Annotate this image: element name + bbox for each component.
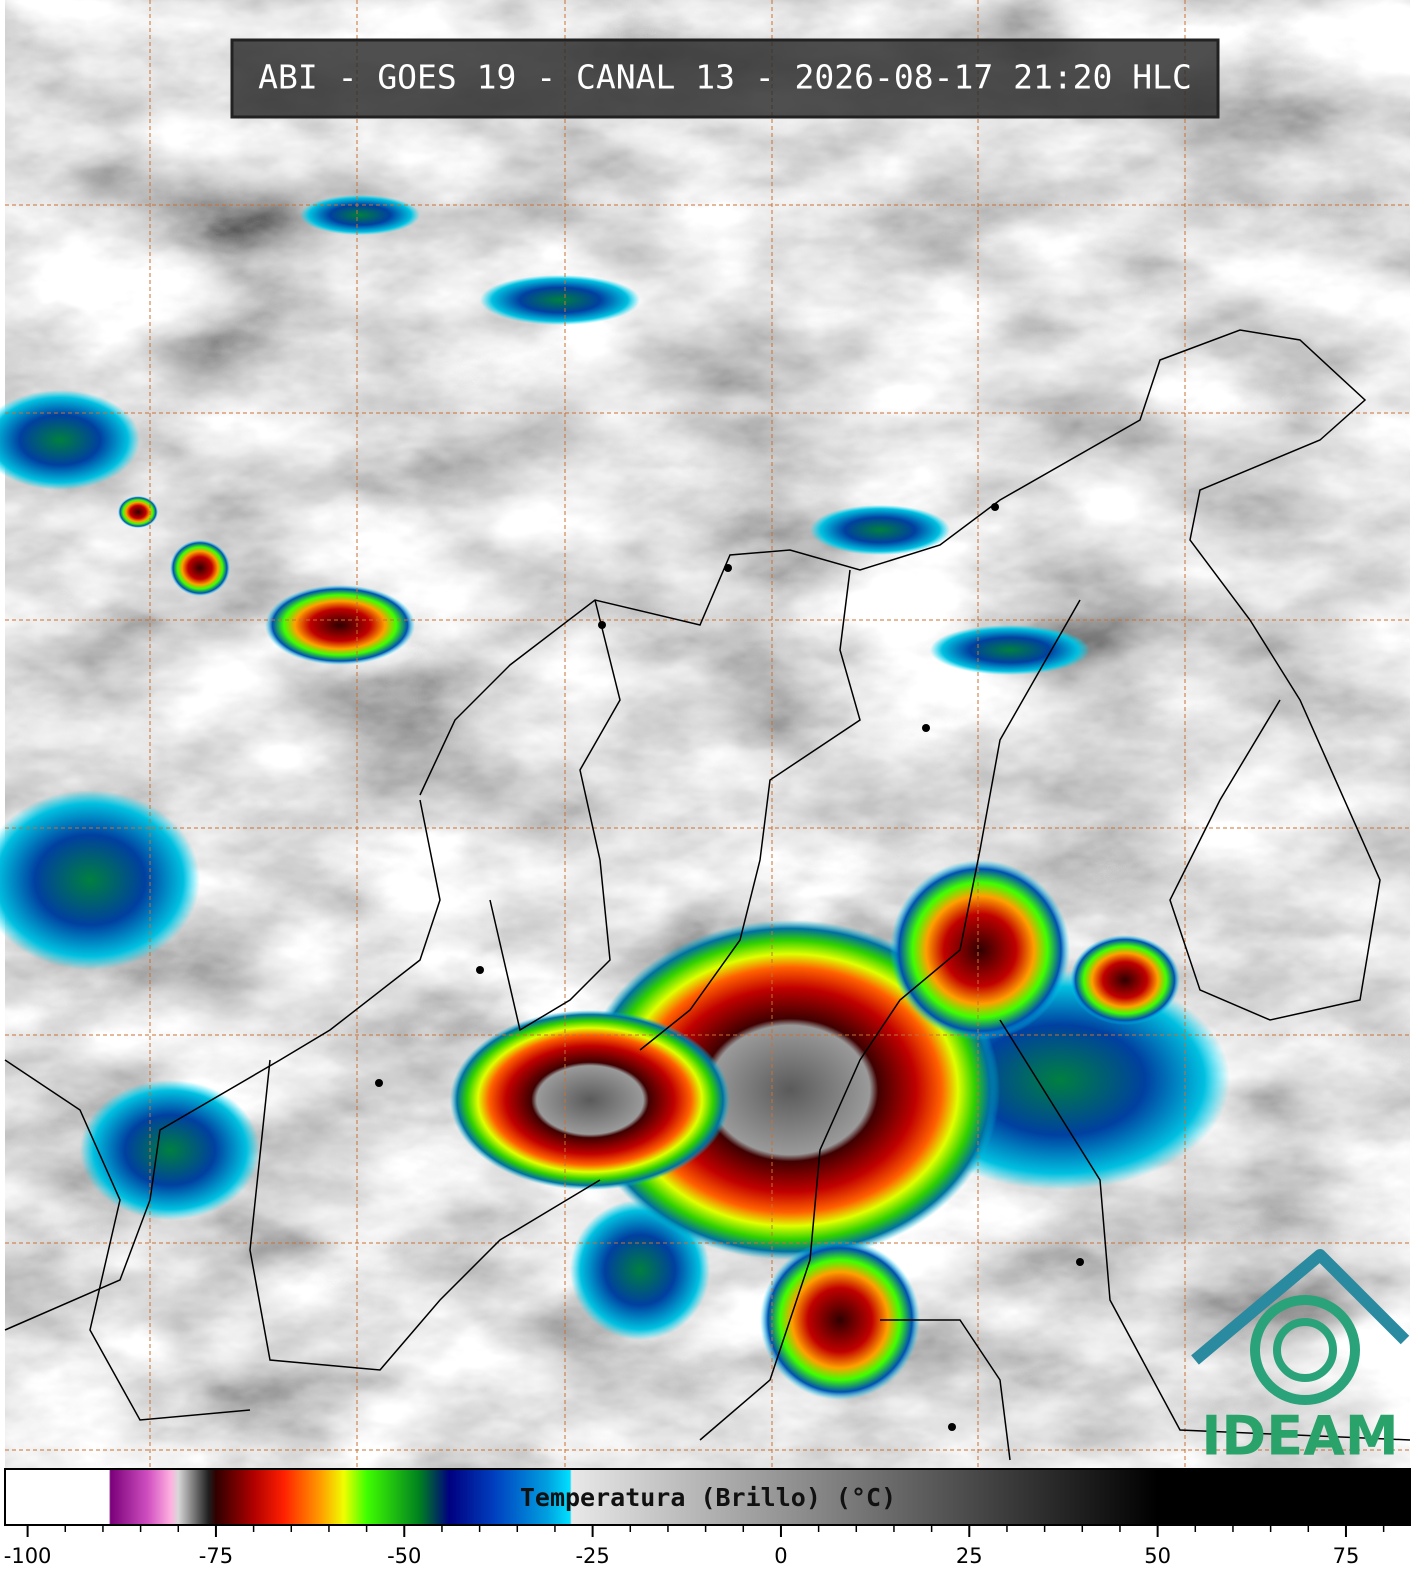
- tick-label: -100: [4, 1544, 52, 1568]
- tick-label: 25: [956, 1544, 983, 1568]
- title: ABI - GOES 19 - CANAL 13 - 2026-08-17 21…: [258, 58, 1192, 97]
- satellite-image: [0, 0, 1411, 1468]
- colorbar: Temperatura (Brillo) (°C) -100 -75 -50 -25 0…: [4, 1468, 1411, 1568]
- tick-label: 0: [774, 1544, 787, 1568]
- tick-label: 75: [1333, 1544, 1360, 1568]
- title-box: ABI - GOES 19 - CANAL 13 - 2026-08-17 21…: [230, 38, 1220, 119]
- tick-label: -75: [199, 1544, 233, 1568]
- colorbar-label: Temperatura (Brillo) (°C): [520, 1483, 896, 1512]
- colorbar-ramp: [4, 1468, 1411, 1526]
- logo-text: IDEAM: [1201, 1405, 1398, 1468]
- tick-label: -50: [387, 1544, 421, 1568]
- tick-label: 50: [1144, 1544, 1171, 1568]
- logo: IDEAM: [1191, 1249, 1410, 1468]
- tick-label: -25: [575, 1544, 609, 1568]
